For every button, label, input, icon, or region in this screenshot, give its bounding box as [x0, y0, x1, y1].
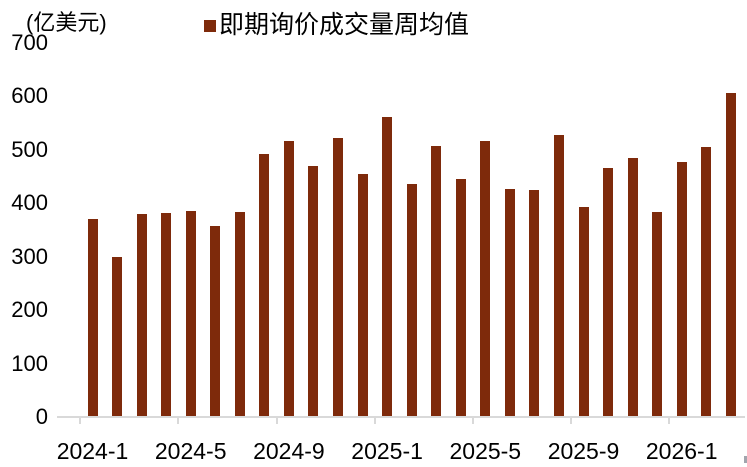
x-tick-mark — [275, 417, 278, 424]
y-tick-label: 500 — [11, 136, 48, 162]
bar-2025-7 — [529, 189, 540, 417]
edge-artifact — [744, 456, 747, 463]
bar-2025-4 — [455, 178, 466, 417]
x-tick-label: 2024-5 — [154, 438, 227, 464]
x-tick-mark — [373, 417, 376, 424]
legend-marker-icon — [204, 20, 216, 32]
bar-2025-12 — [652, 212, 663, 417]
y-tick-label: 200 — [11, 297, 48, 323]
y-tick-label: 700 — [11, 30, 48, 55]
x-tick-label: 2025-5 — [449, 438, 522, 464]
x-tick-mark — [668, 417, 671, 424]
y-tick-label: 100 — [11, 350, 48, 376]
y-tick-label: 600 — [11, 83, 48, 109]
bar-2024-11 — [333, 138, 343, 417]
bar-2024-7 — [234, 211, 245, 417]
bar-2025-6 — [504, 188, 515, 417]
bar-2025-2 — [406, 184, 417, 417]
y-axis-unit-label: (亿美元) — [26, 10, 107, 35]
x-tick-label: 2025-1 — [351, 438, 423, 464]
bar-2024-4 — [161, 213, 172, 417]
x-tick-label: 2025-9 — [547, 438, 620, 464]
bar-2025-5 — [480, 140, 491, 417]
bar-2024-8 — [259, 154, 270, 417]
bar-2025-8 — [553, 134, 564, 417]
bar-2024-10 — [308, 166, 319, 417]
legend: 即期询价成交量周均值 — [204, 11, 469, 39]
bar-2024-9 — [283, 140, 294, 417]
bar-2024-1 — [87, 218, 98, 417]
y-tick-label: 400 — [11, 190, 48, 216]
bar-2024-6 — [210, 225, 221, 417]
bar-2025-1 — [382, 117, 393, 417]
bar-2024-5 — [185, 210, 196, 417]
bar-2026-1 — [676, 161, 687, 417]
x-tick-mark — [570, 417, 573, 424]
x-tick-mark — [177, 417, 180, 424]
bar-2025-10 — [603, 168, 614, 417]
x-tick-label: 2026-1 — [645, 438, 718, 464]
y-tick-label: 300 — [11, 243, 48, 269]
bar-2025-9 — [578, 206, 589, 417]
y-tick-label: 0 — [35, 404, 48, 429]
bar-2024-2 — [112, 256, 123, 417]
bar-2026-2 — [701, 146, 712, 417]
x-tick-label: 2024-1 — [56, 438, 129, 464]
x-tick-label: 2024-9 — [253, 438, 325, 464]
bar-2025-3 — [431, 146, 442, 417]
x-tick-mark — [472, 417, 475, 424]
legend-label: 即期询价成交量周均值 — [219, 11, 470, 39]
bar-2024-12 — [357, 173, 368, 417]
x-tick-mark — [79, 417, 82, 424]
bar-2025-11 — [627, 158, 638, 417]
bar-2026-3 — [725, 92, 736, 417]
x-axis-line — [57, 416, 745, 418]
bar-2024-3 — [136, 213, 147, 417]
